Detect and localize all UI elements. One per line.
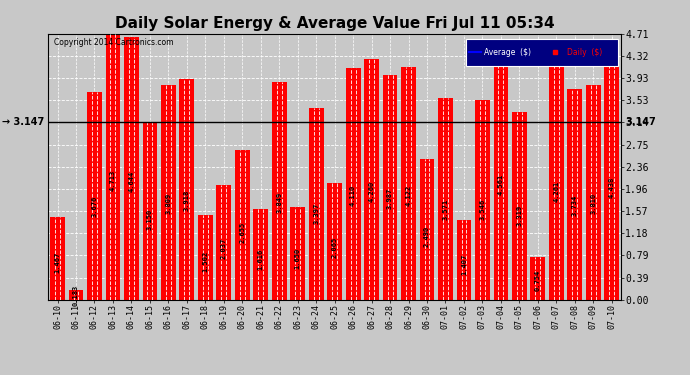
Bar bbox=[475, 99, 490, 300]
Text: 3.147: 3.147 bbox=[625, 117, 656, 127]
Bar bbox=[457, 220, 471, 300]
Text: Average  ($): Average ($) bbox=[484, 48, 531, 57]
Bar bbox=[383, 75, 397, 300]
Text: 3.397: 3.397 bbox=[313, 203, 319, 224]
Bar bbox=[87, 92, 102, 300]
Text: 1.502: 1.502 bbox=[202, 251, 208, 272]
Bar bbox=[106, 34, 120, 300]
Bar bbox=[309, 108, 324, 300]
Text: 3.810: 3.810 bbox=[590, 192, 596, 214]
Text: 0.754: 0.754 bbox=[535, 270, 541, 291]
Bar bbox=[420, 159, 435, 300]
Text: 2.037: 2.037 bbox=[221, 237, 227, 259]
Text: 2.065: 2.065 bbox=[332, 237, 337, 258]
Bar bbox=[438, 98, 453, 300]
Text: 3.918: 3.918 bbox=[184, 190, 190, 211]
Bar bbox=[346, 68, 360, 300]
Text: 4.122: 4.122 bbox=[406, 184, 411, 206]
Bar bbox=[68, 290, 83, 300]
Bar bbox=[586, 85, 601, 300]
Text: 1.616: 1.616 bbox=[258, 248, 264, 270]
Text: 4.644: 4.644 bbox=[128, 171, 135, 192]
Text: 4.561: 4.561 bbox=[498, 173, 504, 195]
FancyBboxPatch shape bbox=[466, 39, 618, 66]
Bar bbox=[364, 59, 379, 300]
Text: 3.319: 3.319 bbox=[516, 205, 522, 226]
Text: 3.676: 3.676 bbox=[92, 196, 97, 217]
Bar bbox=[531, 257, 545, 300]
Text: 3.150: 3.150 bbox=[147, 209, 153, 231]
Text: 3.809: 3.809 bbox=[166, 192, 171, 214]
Text: 0.183: 0.183 bbox=[73, 285, 79, 306]
Text: 3.546: 3.546 bbox=[480, 199, 486, 220]
Text: Copyright 2014 Cartronics.com: Copyright 2014 Cartronics.com bbox=[54, 38, 173, 47]
Text: 4.438: 4.438 bbox=[609, 177, 615, 198]
Bar bbox=[161, 85, 176, 300]
Text: → 3.147: → 3.147 bbox=[2, 117, 44, 127]
Bar bbox=[567, 89, 582, 300]
Bar bbox=[401, 67, 416, 300]
Text: 3.987: 3.987 bbox=[387, 188, 393, 209]
Text: 3.571: 3.571 bbox=[442, 198, 448, 220]
Title: Daily Solar Energy & Average Value Fri Jul 11 05:34: Daily Solar Energy & Average Value Fri J… bbox=[115, 16, 555, 31]
Bar bbox=[549, 59, 564, 300]
Text: 4.261: 4.261 bbox=[553, 181, 560, 202]
Bar bbox=[512, 112, 526, 300]
Text: 1.650: 1.650 bbox=[295, 248, 301, 268]
Text: 3.734: 3.734 bbox=[572, 194, 578, 216]
Text: 2.490: 2.490 bbox=[424, 226, 430, 247]
Bar bbox=[235, 150, 250, 300]
Text: 2.655: 2.655 bbox=[239, 222, 245, 243]
Bar bbox=[290, 207, 305, 300]
Bar bbox=[198, 215, 213, 300]
Text: 1.407: 1.407 bbox=[461, 254, 467, 275]
Text: 4.260: 4.260 bbox=[368, 181, 375, 202]
Text: 4.110: 4.110 bbox=[350, 185, 356, 206]
Text: 1.467: 1.467 bbox=[55, 252, 61, 273]
Bar bbox=[493, 42, 509, 300]
Bar bbox=[179, 78, 195, 300]
Bar bbox=[217, 185, 231, 300]
Text: 3.849: 3.849 bbox=[276, 192, 282, 213]
Bar bbox=[50, 217, 65, 300]
Bar bbox=[124, 38, 139, 300]
Bar bbox=[327, 183, 342, 300]
Text: Daily  ($): Daily ($) bbox=[566, 48, 602, 57]
Bar bbox=[272, 82, 286, 300]
Bar bbox=[143, 122, 157, 300]
Bar bbox=[253, 209, 268, 300]
Text: 4.713: 4.713 bbox=[110, 170, 116, 191]
Bar bbox=[604, 49, 619, 300]
